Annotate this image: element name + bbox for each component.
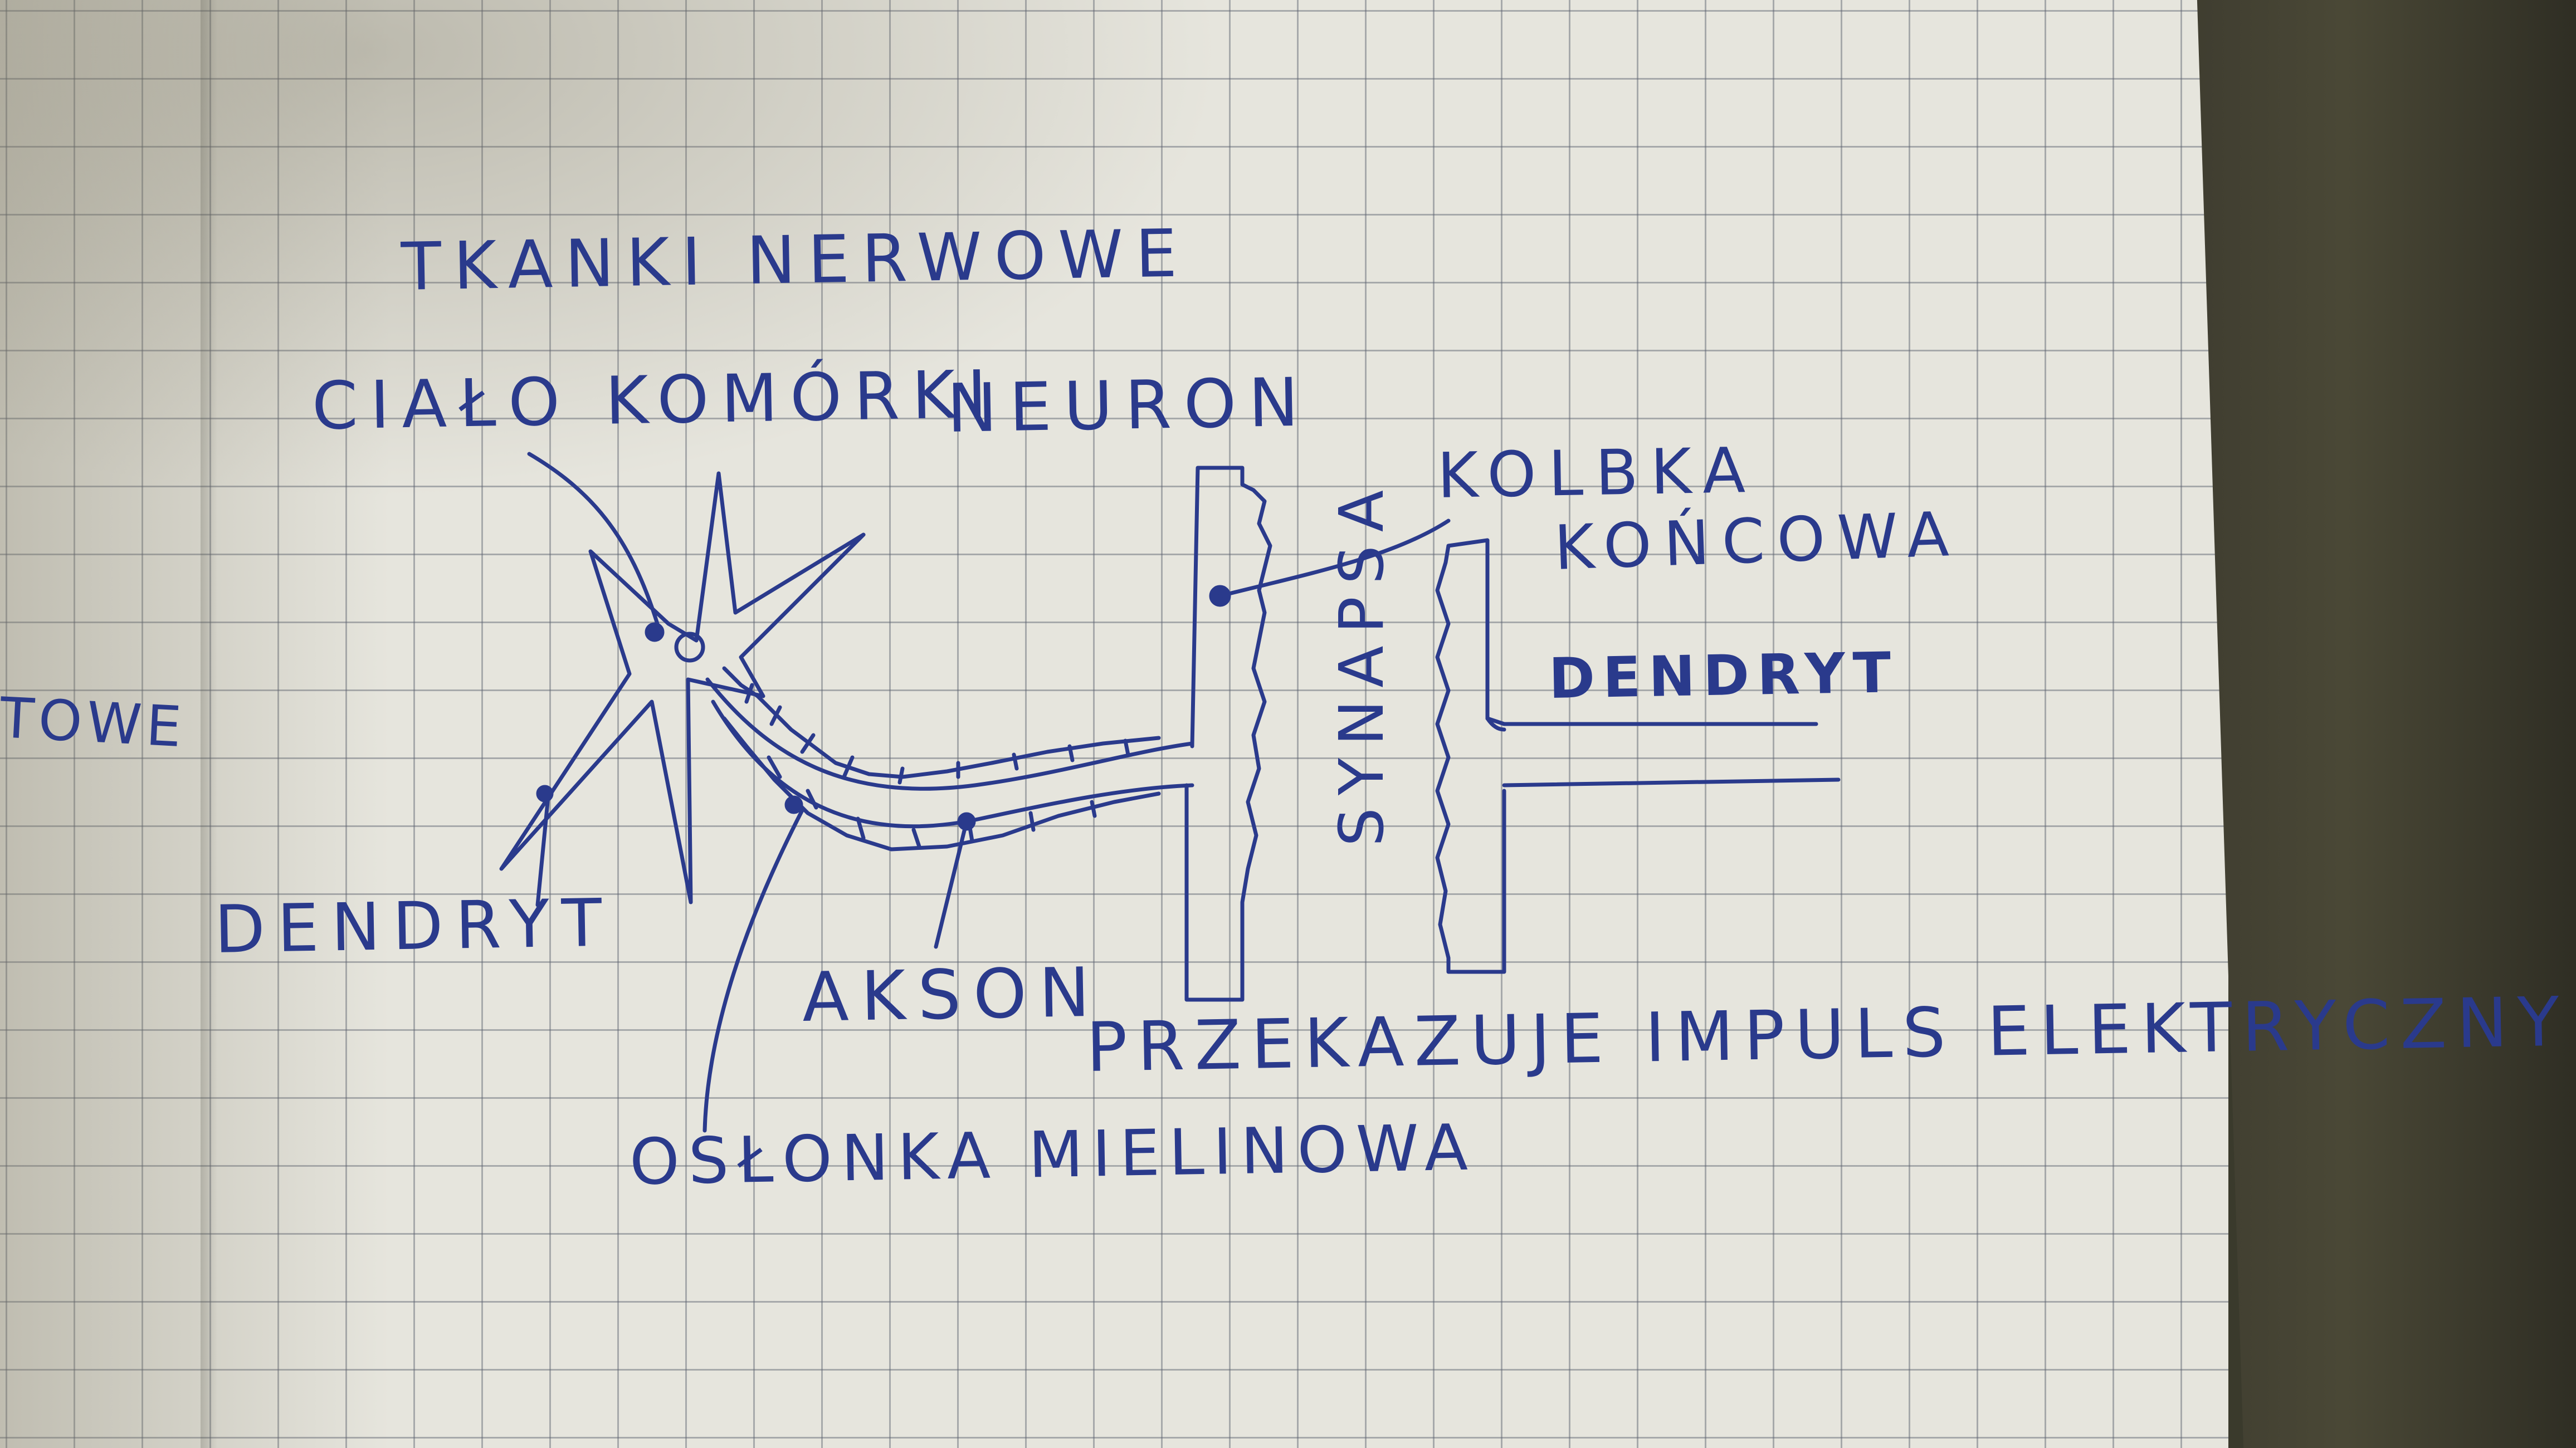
label-cell-body: CIAŁO KOMÓRKI <box>311 355 1000 444</box>
label-synapse: SYNAPSA <box>1326 478 1397 847</box>
axon-upper <box>705 677 1194 791</box>
label-margin-fragment: TOWE <box>0 685 188 760</box>
cell-body-leader <box>527 452 660 626</box>
presynaptic-terminal <box>1184 466 1272 1002</box>
label-terminal-bulb-1: KOLBKA <box>1436 434 1758 512</box>
axon-lower <box>711 699 1194 829</box>
nucleus-dot <box>645 622 665 642</box>
label-terminal-bulb-2: KOŃCOWA <box>1553 498 1963 584</box>
myelin-dot <box>784 795 803 814</box>
postsynaptic-terminal <box>1435 544 1506 974</box>
dendrite-left-dot <box>536 785 554 803</box>
top-shadow <box>0 0 1226 501</box>
nucleus <box>674 632 705 663</box>
desk-surface <box>2197 0 2576 1448</box>
label-myelin-sheath: OSŁONKA MIELINOWA <box>628 1110 1477 1199</box>
grid-paper-page <box>0 0 2228 1448</box>
dendrite-right-lower <box>1502 777 1841 787</box>
dendrite-right-joint <box>1485 716 1506 732</box>
label-axon: AKSON <box>801 952 1103 1037</box>
axon-dot <box>957 812 976 831</box>
myelin-segments <box>744 683 1130 849</box>
page-shadow <box>0 0 390 1448</box>
postsynaptic-top <box>1446 538 1506 726</box>
terminal-bulb-leader <box>1218 518 1451 598</box>
diagram-title: TKANKI NERWOWE <box>400 214 1190 305</box>
notebook-gutter <box>201 0 217 1448</box>
dendrite-left-leader <box>535 789 551 907</box>
myelin-leader <box>702 808 804 1133</box>
myelin-sheath-outer <box>722 666 1161 779</box>
myelin-sheath-inner <box>722 716 1161 852</box>
label-neuron: NEURON <box>946 364 1312 448</box>
axon-leader <box>934 819 969 949</box>
soma-outline <box>499 471 866 904</box>
label-dendrite-left: DENDRYT <box>213 884 615 968</box>
label-dendrite-right: DENDRYT <box>1548 640 1900 711</box>
